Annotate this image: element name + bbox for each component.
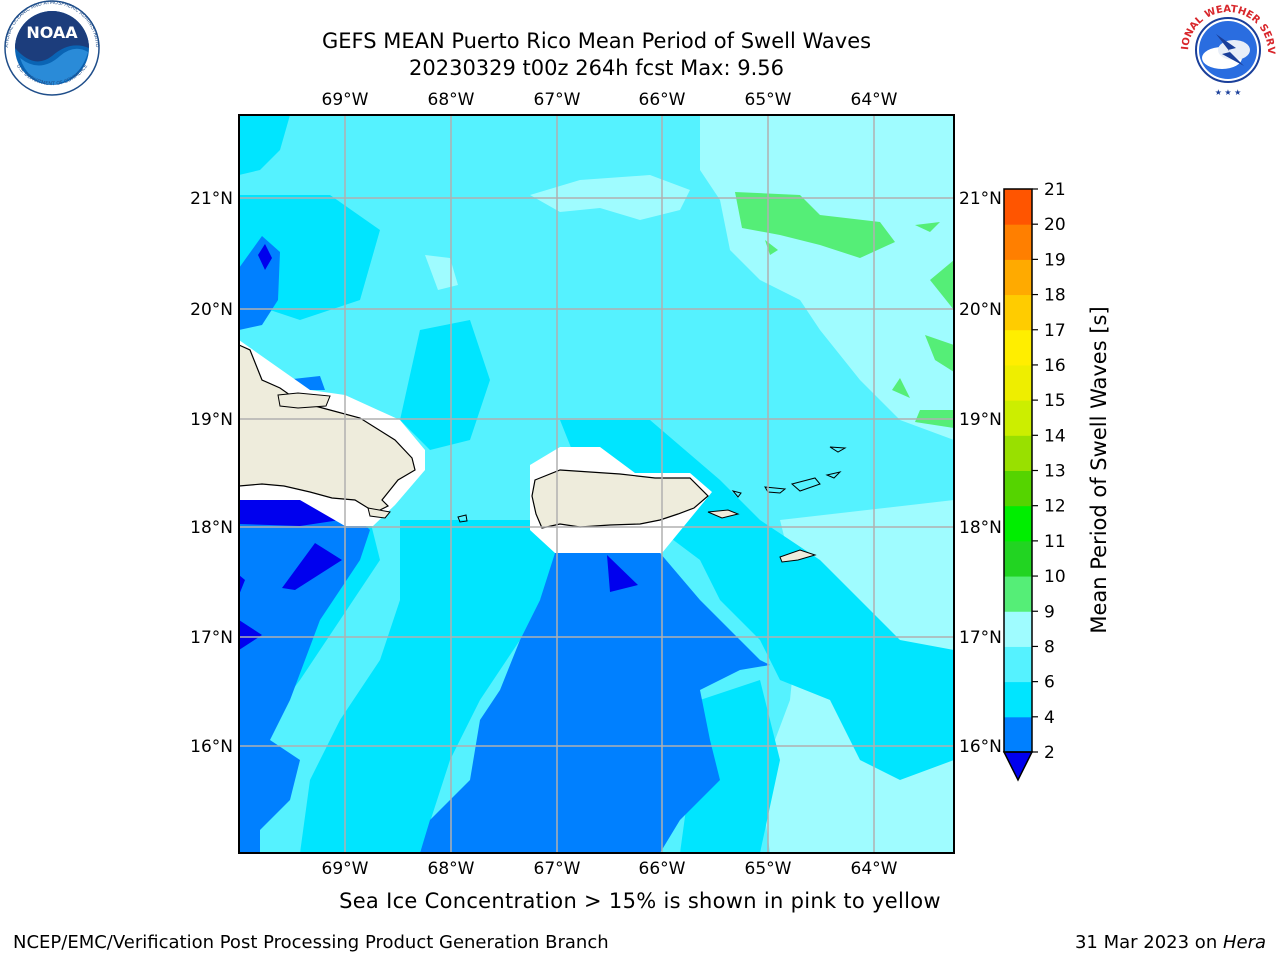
chart-subtitle: 20230329 t00z 264h fcst Max: 9.56 — [409, 56, 784, 80]
lon-label-top: 65°W — [745, 90, 792, 110]
colorbar-segment — [1004, 189, 1032, 225]
colorbar-tick-label: 16 — [1044, 356, 1066, 376]
footer-host: Hera — [1222, 932, 1266, 953]
lon-label-top: 67°W — [534, 90, 581, 110]
nws-logo: NATIONAL WEATHER SERVICE ★ ★ ★ — [1178, 0, 1276, 98]
colorbar-tick-label: 13 — [1044, 462, 1066, 482]
footer-credit: NCEP/EMC/Verification Post Processing Pr… — [13, 932, 609, 953]
lon-label-bottom: 68°W — [428, 859, 475, 879]
colorbar-tick-label: 11 — [1044, 532, 1066, 552]
colorbar-tick-label: 6 — [1044, 673, 1055, 693]
colorbar-segment — [1004, 505, 1032, 542]
colorbar-segment — [1004, 540, 1032, 577]
colorbar-under-triangle — [1002, 751, 1034, 782]
colorbar-label: Mean Period of Swell Waves [s] — [1087, 306, 1111, 633]
colorbar-segment — [1004, 435, 1032, 471]
colorbar-segment — [1004, 224, 1032, 260]
lat-label-left: 16°N — [190, 737, 233, 757]
lon-label-top: 66°W — [639, 90, 686, 110]
lat-label-right: 21°N — [959, 189, 1002, 209]
lat-label-left: 19°N — [190, 410, 233, 430]
lat-label-right: 18°N — [959, 518, 1002, 538]
colorbar-tick-label: 17 — [1044, 321, 1066, 341]
colorbar-tick-label: 19 — [1044, 250, 1066, 270]
colorbar-tick-label: 18 — [1044, 286, 1066, 306]
lat-label-right: 17°N — [959, 628, 1002, 648]
lat-label-left: 18°N — [190, 518, 233, 538]
lon-label-bottom: 65°W — [745, 859, 792, 879]
colorbar-tick-label: 2 — [1044, 743, 1055, 763]
lon-label-top: 68°W — [428, 90, 475, 110]
lon-label-bottom: 64°W — [851, 859, 898, 879]
lon-label-bottom: 69°W — [322, 859, 369, 879]
footer-date-text: 31 Mar 2023 on — [1074, 932, 1223, 953]
lat-label-left: 17°N — [190, 628, 233, 648]
lat-label-right: 20°N — [959, 300, 1002, 320]
colorbar-segment — [1004, 716, 1032, 753]
colorbar-tick-label: 21 — [1044, 180, 1066, 200]
colorbar-tick-label: 14 — [1044, 426, 1066, 446]
colorbar-tick-label: 10 — [1044, 567, 1066, 587]
lat-label-left: 21°N — [190, 189, 233, 209]
colorbar-segment — [1004, 611, 1032, 647]
noaa-logo: NOAA NATIONAL OCEANIC AND ATMOSPHERIC AD… — [0, 0, 100, 96]
svg-text:NOAA: NOAA — [26, 23, 78, 42]
colorbar-segment — [1004, 294, 1032, 331]
colorbar-tick-label: 15 — [1044, 391, 1066, 411]
chart-title: GEFS MEAN Puerto Rico Mean Period of Swe… — [321, 29, 872, 53]
footer-date: 31 Mar 2023 on Hera — [1075, 932, 1266, 953]
colorbar-segment — [1004, 329, 1032, 366]
map-frame — [238, 114, 955, 854]
lat-label-right: 16°N — [959, 737, 1002, 757]
lat-label-right: 19°N — [959, 410, 1002, 430]
colorbar-tick-label: 9 — [1044, 602, 1055, 622]
colorbar-segment — [1004, 364, 1032, 401]
lon-label-top: 64°W — [851, 90, 898, 110]
sea-ice-note: Sea Ice Concentration > 15% is shown in … — [339, 889, 941, 913]
colorbar-segment — [1004, 576, 1032, 612]
lat-label-left: 20°N — [190, 300, 233, 320]
lon-label-bottom: 67°W — [534, 859, 581, 879]
colorbar-segment — [1004, 259, 1032, 296]
colorbar-segment — [1004, 646, 1032, 683]
colorbar-segment — [1004, 470, 1032, 507]
colorbar-segment — [1004, 681, 1032, 718]
lon-label-bottom: 66°W — [639, 859, 686, 879]
map-field — [239, 115, 954, 853]
colorbar: 2 4 6 8 9 10 11 12 13 14 15 16 17 18 19 20 21 — [1002, 180, 1066, 782]
colorbar-tick-label: 12 — [1044, 497, 1066, 517]
colorbar-tick-label: 20 — [1044, 215, 1066, 235]
colorbar-tick-label: 4 — [1044, 708, 1055, 728]
colorbar-segment — [1004, 400, 1032, 436]
lon-label-top: 69°W — [322, 90, 369, 110]
svg-text:★ ★ ★: ★ ★ ★ — [1215, 88, 1242, 97]
colorbar-tick-label: 8 — [1044, 637, 1055, 657]
